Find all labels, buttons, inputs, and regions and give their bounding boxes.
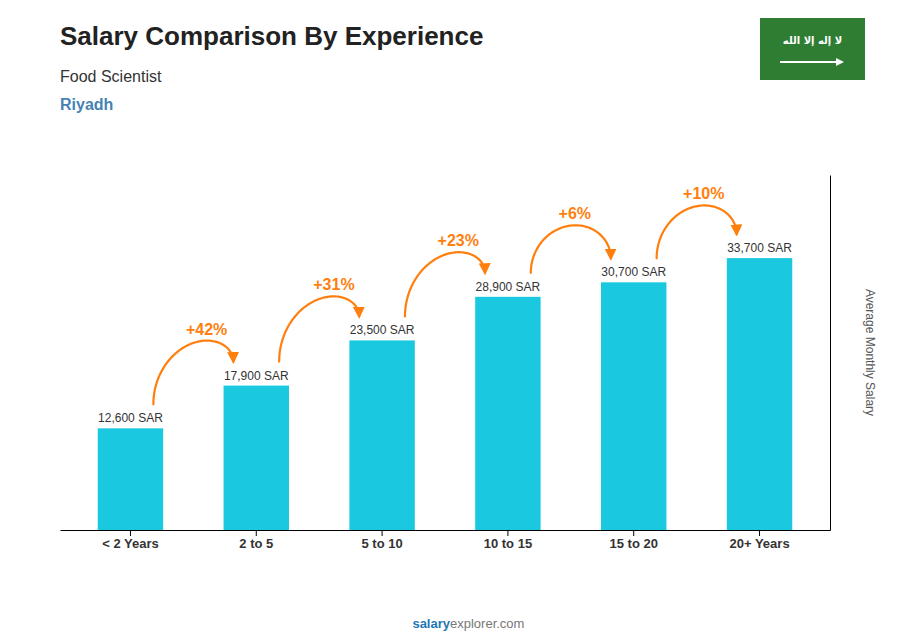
- bar: [475, 297, 540, 530]
- flag-sword-tip: [836, 58, 844, 66]
- x-axis: < 2 Years 2 to 5 5 to 10 10 to 15 15 to 20 20…: [61, 530, 831, 551]
- flag-sword: [780, 61, 838, 63]
- x-tick-mark: [759, 530, 760, 536]
- x-tick: 2 to 5: [239, 530, 273, 551]
- change-arc: [657, 205, 737, 258]
- city: Riyadh: [60, 96, 113, 113]
- bar: [98, 428, 163, 530]
- x-tick-label: 15 to 20: [610, 536, 658, 551]
- value-label: 33,700 SAR: [727, 241, 792, 255]
- x-tick-label: < 2 Years: [102, 536, 159, 551]
- x-tick-label: 20+ Years: [729, 536, 789, 551]
- change-label: +42%: [186, 321, 227, 338]
- x-tick: 20+ Years: [729, 530, 789, 551]
- value-label: 30,700 SAR: [601, 265, 666, 279]
- footer-domain: explorer.com: [450, 616, 524, 631]
- x-tick-label: 10 to 15: [484, 536, 532, 551]
- chart: Salary Comparison By Experience Food Scie…: [0, 0, 900, 641]
- value-label: 17,900 SAR: [224, 369, 289, 383]
- x-tick-label: 5 to 10: [361, 536, 402, 551]
- x-tick: 10 to 15: [484, 530, 532, 551]
- x-tick-mark: [130, 530, 131, 536]
- change-label: +6%: [559, 205, 591, 222]
- change-label: +10%: [683, 185, 724, 202]
- change-label: +31%: [313, 276, 354, 293]
- x-tick-mark: [507, 530, 508, 536]
- bar: [349, 340, 414, 530]
- subtitle: Food Scientist: [60, 68, 162, 85]
- y-axis-title: Average Monthly Salary: [863, 289, 877, 416]
- change-arc: [531, 225, 611, 273]
- x-tick: < 2 Years: [102, 530, 159, 551]
- value-label: 23,500 SAR: [350, 323, 415, 337]
- change-arcs: +42% +31% +23% +6% +10%: [153, 185, 736, 404]
- change-label: +23%: [438, 232, 479, 249]
- bar: [727, 258, 792, 530]
- change-arc: [153, 341, 233, 405]
- bar: [601, 282, 666, 530]
- footer-brand: salary: [412, 616, 450, 631]
- x-axis-domain: [61, 530, 831, 531]
- flag: لا إله إلا الله: [760, 18, 865, 80]
- x-tick-label: 2 to 5: [239, 536, 273, 551]
- change-arc: [405, 252, 485, 316]
- value-label: 12,600 SAR: [98, 411, 163, 425]
- x-tick: 15 to 20: [610, 530, 658, 551]
- x-tick-mark: [382, 530, 383, 536]
- x-tick-mark: [256, 530, 257, 536]
- flag-text: لا إله إلا الله: [783, 35, 842, 47]
- bars: [98, 258, 793, 530]
- x-tick-mark: [633, 530, 634, 536]
- value-label: 28,900 SAR: [476, 280, 541, 294]
- bar: [224, 386, 289, 530]
- y-axis-domain: [830, 176, 831, 531]
- change-arc: [279, 296, 359, 361]
- y-axis: [830, 176, 831, 531]
- x-tick: 5 to 10: [361, 530, 402, 551]
- value-labels: 12,600 SAR 17,900 SAR 23,500 SAR 28,900 SAR…: [98, 241, 792, 425]
- title: Salary Comparison By Experience: [60, 21, 483, 51]
- flag-field: [760, 18, 865, 80]
